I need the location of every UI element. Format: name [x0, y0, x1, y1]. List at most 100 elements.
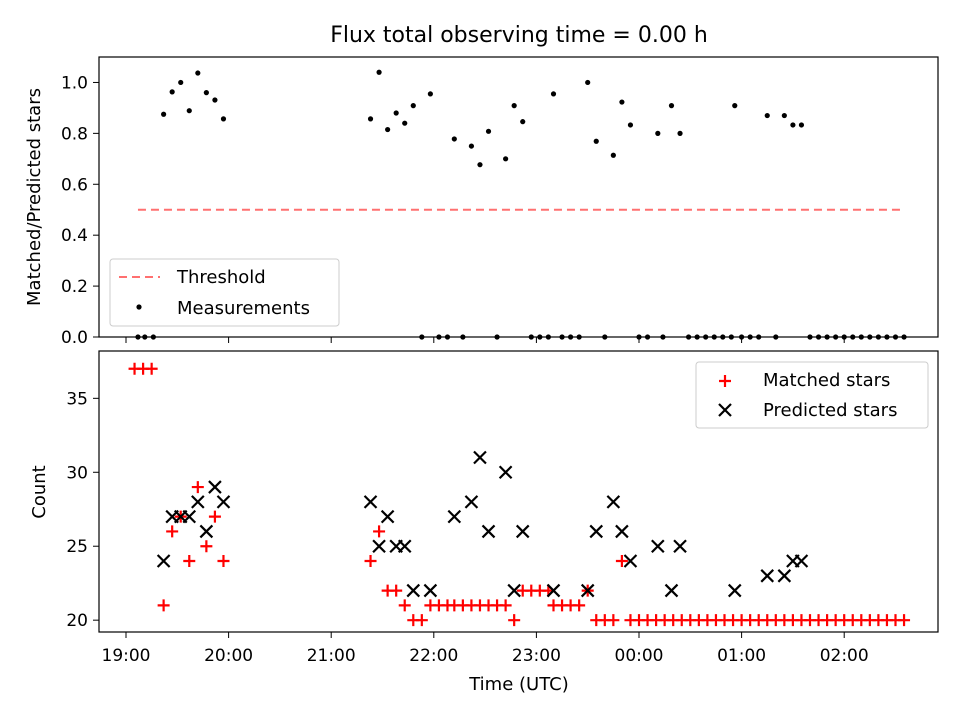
measurement-point [427, 91, 433, 97]
x-axis-label: Time (UTC) [468, 674, 569, 695]
measurement-point [169, 89, 175, 95]
predicted-star-point [615, 524, 629, 539]
measurement-point [668, 103, 675, 109]
predicted-star-point [156, 554, 171, 568]
predicted-star-point [473, 450, 487, 465]
x-tick-label: 22:00 [409, 646, 458, 666]
matched-star-point [499, 599, 512, 612]
predicted-star-point [664, 583, 679, 598]
x-tick-label: 23:00 [512, 646, 561, 666]
bottom-y-axis-label: Count [29, 465, 50, 518]
measurement-point [511, 103, 517, 109]
measurement-point [468, 143, 475, 149]
x-tick-label: 21:00 [307, 646, 356, 666]
measurement-point [203, 90, 209, 96]
predicted-star-point [794, 554, 809, 568]
measurement-point [410, 103, 416, 109]
top-axes-frame [98, 56, 939, 338]
y-tick-label: 0.8 [61, 124, 88, 144]
measurement-point [619, 99, 625, 105]
predicted-star-point [623, 554, 638, 568]
chart-title: Flux total observing time = 0.00 h [330, 23, 708, 48]
matched-star-point [200, 540, 213, 553]
matched-star-point [364, 555, 377, 568]
predicted-star-point [182, 509, 197, 524]
measurement-point [585, 79, 591, 86]
measurement-point [485, 128, 492, 134]
matched-star-point [157, 599, 170, 612]
legend-measurements-label: Measurements [177, 298, 310, 319]
legend-predicted-label: Predicted stars [763, 400, 897, 421]
measurement-point [393, 110, 399, 116]
bottom-legend: Matched stars Predicted stars [695, 361, 929, 429]
measurement-point [186, 108, 192, 114]
measurement-point [220, 116, 227, 122]
measurement-point [655, 130, 661, 136]
y-tick-label: 35 [66, 389, 88, 409]
y-tick-label: 0.2 [61, 277, 88, 297]
predicted-star-point [498, 465, 513, 480]
bottom-panel: 20 25 30 35 19:00 20:00 21:00 22:00 23:00 00:00 01… [29, 350, 939, 695]
predicted-star-point [673, 539, 687, 553]
matched-star-point [217, 555, 230, 568]
top-legend: Threshold Measurements [109, 258, 340, 327]
measurement-point [677, 130, 683, 136]
measurement-point [195, 70, 201, 76]
legend-predicted-swatch [718, 403, 732, 417]
predicted-star-point [191, 495, 205, 509]
predicted-star-point [760, 569, 775, 583]
matched-star-point [183, 555, 196, 568]
measurement-point [627, 122, 634, 128]
predicted-star-point [777, 569, 792, 583]
measurement-point [781, 112, 787, 119]
predicted-star-point [464, 495, 479, 509]
measurement-point [520, 119, 526, 125]
predicted-star-point [507, 583, 521, 598]
x-tick-label: 20:00 [204, 646, 253, 666]
x-tick-label: 19:00 [102, 646, 151, 666]
predicted-star-point [363, 495, 378, 509]
matched-star-point [166, 525, 179, 538]
legend-measurements-swatch [136, 304, 142, 310]
predicted-star-point [199, 524, 214, 539]
legend-matched-swatch [719, 375, 731, 387]
legend-matched-label: Matched stars [763, 370, 890, 391]
y-tick-label: 0.4 [61, 226, 88, 246]
measurement-point [790, 122, 796, 128]
y-tick-label: 30 [66, 463, 88, 483]
y-tick-label: 1.0 [61, 73, 88, 93]
matched-star-point [208, 510, 221, 523]
x-tick-label: 00:00 [615, 646, 664, 666]
bottom-axes-frame [98, 350, 939, 633]
matched-star-point [191, 481, 204, 494]
matched-star-point [390, 584, 403, 597]
predicted-star-point [397, 539, 412, 553]
predicted-star-point [589, 524, 604, 539]
measurement-point [212, 97, 218, 103]
measurement-point [503, 156, 509, 162]
predicted-star-point [423, 583, 438, 598]
matched-star-point [145, 362, 158, 375]
matched-star-point [573, 599, 586, 612]
y-tick-label: 0.6 [61, 175, 88, 195]
predicted-star-point [515, 524, 530, 539]
predicted-star-point [447, 509, 462, 524]
measurement-point [376, 69, 382, 75]
matched-star-point [607, 614, 620, 627]
measurement-point [610, 152, 616, 158]
measurement-point [732, 103, 738, 109]
matched-star-point [508, 614, 521, 627]
predicted-star-point [481, 524, 496, 539]
matched-star-point [415, 614, 428, 627]
legend-frame [109, 258, 340, 327]
legend-frame [695, 361, 929, 429]
measurement-point [550, 91, 557, 97]
y-tick-label: 25 [66, 537, 88, 557]
predicted-star-point [372, 539, 386, 553]
top-y-axis-label: Matched/Predicted stars [24, 88, 45, 306]
predicted-star-point [651, 539, 665, 553]
matched-star-point [398, 599, 411, 612]
x-tick-label: 02:00 [820, 646, 869, 666]
